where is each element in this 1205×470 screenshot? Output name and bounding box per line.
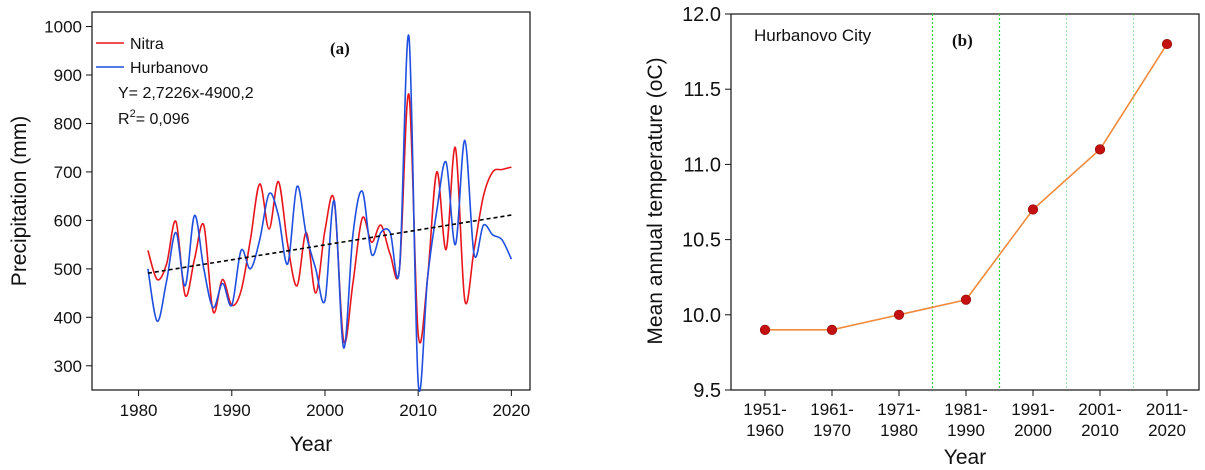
- temperature-line: [765, 43, 1168, 331]
- y-tick-label-a: 300: [54, 357, 82, 376]
- temperature-point: [960, 294, 972, 305]
- legend-label-hurbanovo: Hurbanovo: [130, 60, 208, 77]
- x-tick-label-b: 1971-1980: [877, 400, 920, 440]
- temperature-point: [893, 309, 905, 320]
- x-tick-label-b: 1951-1960: [743, 400, 786, 440]
- x-tick-label-a: 1980: [120, 401, 158, 420]
- temperature-point: [826, 324, 838, 335]
- panel-label-b: (b): [952, 31, 973, 50]
- annotation-hurbanovo-city: Hurbanovo City: [754, 26, 872, 45]
- x-tick-label-b: 1981-1990: [944, 400, 987, 440]
- nitra-line: [147, 93, 512, 344]
- y-tick-label-b: 12.0: [682, 4, 721, 26]
- trend-line: [147, 214, 512, 274]
- hurbanovo-line: [147, 34, 513, 392]
- y-tick-label-b: 10.0: [682, 305, 721, 327]
- temperature-point: [1027, 204, 1039, 215]
- x-tick-label-b: 1991-2000: [1011, 400, 1054, 440]
- y-tick-label-b: 11.0: [684, 154, 721, 176]
- y-axis-title-a: Precipitation (mm): [8, 116, 31, 286]
- y-axis-title-b: Mean annual temperature (oC): [644, 57, 667, 344]
- x-axis-title-b: Year: [944, 446, 986, 469]
- x-tick-label-a: 2000: [306, 401, 344, 420]
- temperature-point: [1094, 144, 1106, 155]
- y-tick-label-a: 500: [54, 260, 82, 279]
- temperature-point: [1161, 38, 1173, 50]
- x-axis-title-a: Year: [290, 433, 332, 456]
- y-tick-label-a: 800: [54, 114, 82, 133]
- y-tick-label-a: 1000: [44, 18, 82, 37]
- y-tick-label-a: 700: [54, 163, 82, 182]
- x-tick-label-a: 2010: [399, 401, 437, 420]
- trend-equation: Y= 2,7226x-4900,2: [118, 85, 254, 102]
- panel-label-a: (a): [330, 39, 350, 58]
- temperature-point: [759, 324, 771, 335]
- legend-label-nitra: Nitra: [130, 36, 164, 53]
- legend-a: Nitra Hurbanovo Y= 2,7226x-4900,2 R2= 0,…: [96, 36, 254, 128]
- x-tick-label-a: 2020: [492, 401, 530, 420]
- y-tick-label-b: 11.5: [684, 79, 721, 101]
- temperature-chart: 9.5 10.0 10.5 11.0 11.5 12.0 1951-1960 1961-197…: [644, 4, 1200, 469]
- trend-r2: R2= 0,096: [118, 108, 190, 128]
- y-tick-label-b: 9.5: [693, 380, 721, 402]
- y-tick-label-a: 900: [54, 66, 82, 85]
- x-tick-label-b: 2011-2020: [1146, 400, 1188, 440]
- y-tick-label-a: 400: [54, 308, 82, 327]
- y-tick-label-a: 600: [54, 211, 82, 230]
- x-tick-label-b: 1961-1970: [810, 400, 853, 440]
- x-tick-label-b: 2001-2010: [1078, 400, 1121, 440]
- plot-frame-a: [91, 11, 531, 391]
- plot-frame-b: [730, 13, 1200, 391]
- precipitation-chart: 1980 1990 2000 2010 2020 300 400 500 600 700 800 90…: [8, 11, 531, 456]
- y-tick-label-b: 10.5: [682, 230, 721, 252]
- x-tick-label-a: 1990: [213, 401, 251, 420]
